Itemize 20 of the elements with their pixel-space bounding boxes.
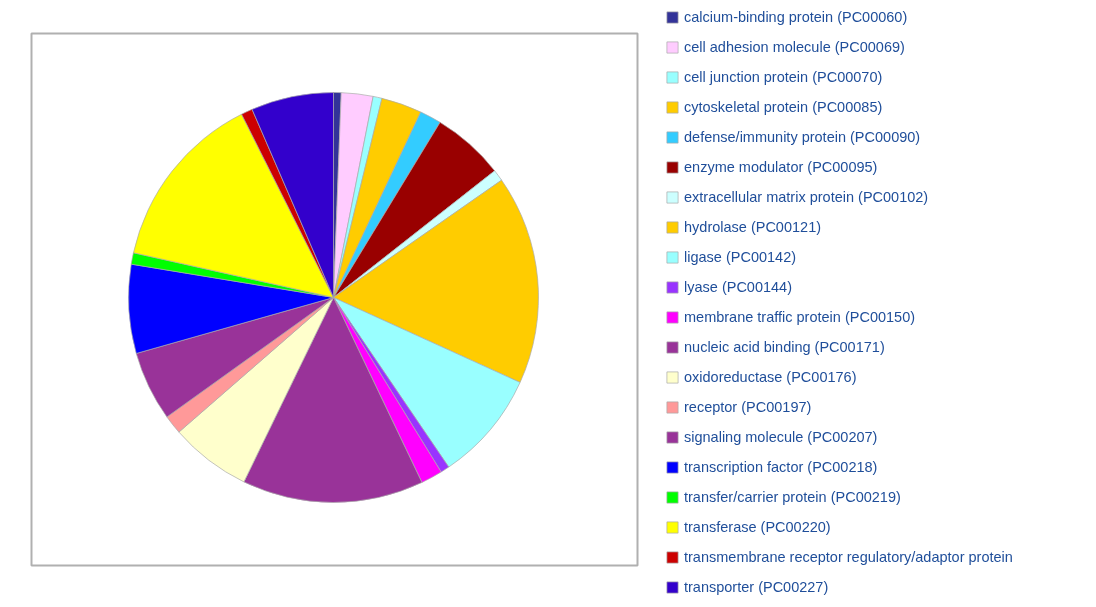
legend-label: membrane traffic protein (PC00150) xyxy=(684,309,916,325)
legend-label: lyase (PC00144) xyxy=(684,279,792,295)
legend-label: transfer/carrier protein (PC00219) xyxy=(684,489,901,505)
legend-label: transporter (PC00227) xyxy=(684,579,829,595)
legend-label: enzyme modulator (PC00095) xyxy=(684,159,878,175)
legend-label: transcription factor (PC00218) xyxy=(684,459,878,475)
legend-label: extracellular matrix protein (PC00102) xyxy=(684,189,929,205)
legend-label: signaling molecule (PC00207) xyxy=(684,429,878,445)
legend-label: defense/immunity protein (PC00090) xyxy=(684,129,921,145)
legend-label: cell junction protein (PC00070) xyxy=(684,69,883,85)
legend-label: transferase (PC00220) xyxy=(684,519,831,535)
legend-label: oxidoreductase (PC00176) xyxy=(684,369,857,385)
legend-label: nucleic acid binding (PC00171) xyxy=(684,339,885,355)
legend-label: cell adhesion molecule (PC00069) xyxy=(684,39,905,55)
legend-label: hydrolase (PC00121) xyxy=(684,219,822,235)
legend-label: receptor (PC00197) xyxy=(684,399,812,415)
legend-label: calcium-binding protein (PC00060) xyxy=(684,9,908,25)
legend-label: ligase (PC00142) xyxy=(684,249,797,265)
legend-label: transmembrane receptor regulatory/adaptor protein xyxy=(684,549,1013,565)
legend-label: cytoskeletal protein (PC00085) xyxy=(684,99,883,115)
